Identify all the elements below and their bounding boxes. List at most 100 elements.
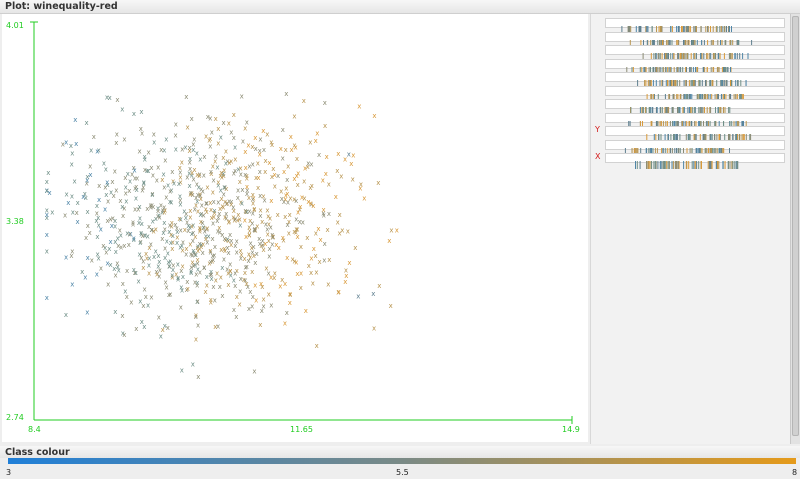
scatter-point: x: [252, 206, 256, 214]
scatter-point: x: [113, 308, 117, 316]
scatter-point: x: [167, 228, 171, 236]
scatter-point: x: [106, 217, 110, 225]
scatter-point: x: [178, 193, 182, 201]
scatter-point: x: [134, 325, 138, 333]
scatter-point: x: [170, 273, 174, 281]
scatter-point: x: [143, 166, 147, 174]
scatter-point: x: [66, 199, 70, 207]
scatter-point: x: [190, 172, 194, 180]
scatter-point: x: [169, 231, 173, 239]
scatter-point: x: [289, 133, 293, 141]
scatter-point: x: [202, 172, 206, 180]
scatter-point: x: [258, 321, 262, 329]
scatter-point: x: [201, 188, 205, 196]
scatter-point: x: [214, 277, 218, 285]
scatter-point: x: [239, 199, 243, 207]
scatter-point: x: [210, 257, 214, 265]
scatter-point: x: [248, 253, 252, 261]
scatter-point: x: [174, 132, 178, 140]
class-colour-max-label: 8: [792, 468, 798, 477]
scatter-point: x: [103, 244, 107, 252]
scatter-point: x: [195, 150, 199, 158]
scatter-point: x: [135, 186, 139, 194]
scatter-point: x: [172, 179, 176, 187]
scatter-point: x: [212, 198, 216, 206]
attribute-bar[interactable]: [605, 153, 785, 169]
attribute-bar[interactable]: [605, 31, 785, 48]
scatter-point: x: [86, 254, 90, 262]
attribute-bar[interactable]: [605, 18, 785, 34]
scatter-point: x: [258, 212, 262, 220]
scatter-point: x: [235, 248, 239, 256]
scatter-point: x: [267, 270, 271, 278]
scatter-point: x: [178, 244, 182, 252]
scatter-point: x: [150, 191, 154, 199]
scatter-point: x: [119, 231, 123, 239]
scatter-point: x: [276, 172, 280, 180]
scatter-point: x: [83, 190, 87, 198]
scatter-point: x: [186, 227, 190, 235]
scatter-point: x: [97, 182, 101, 190]
scatter-point: x: [314, 268, 318, 276]
attribute-selection-panel[interactable]: Y X: [590, 14, 800, 444]
scatter-point: x: [302, 177, 306, 185]
scatter-point: x: [315, 342, 319, 350]
scatter-point: x: [242, 276, 246, 284]
scatter-point: x: [263, 240, 267, 248]
scatter-point: x: [323, 240, 327, 248]
scatter-point: x: [120, 106, 124, 114]
scatter-point: x: [132, 266, 136, 274]
scatter-point: x: [160, 209, 164, 217]
scatter-point: x: [270, 173, 274, 181]
attribute-bar[interactable]: [605, 99, 785, 115]
scatter-point: x: [231, 203, 235, 211]
scatter-point: x: [216, 179, 220, 187]
scatter-point: x: [133, 205, 137, 213]
scatter-point: x: [140, 220, 144, 228]
scatter-point: x: [336, 289, 340, 297]
scatter-point: x: [152, 228, 156, 236]
attribute-bar[interactable]: [605, 126, 785, 142]
scatter-point: x: [180, 287, 184, 295]
attribute-bar[interactable]: [605, 112, 785, 129]
scatter-point: x: [194, 335, 198, 343]
scatter-point: x: [97, 196, 101, 204]
scatter-point: x: [315, 130, 319, 138]
scatter-point: x: [249, 239, 253, 247]
class-colour-label: Class colour: [5, 447, 70, 458]
scatter-point: x: [163, 225, 167, 233]
scatter-point: x: [184, 245, 188, 253]
scatter-point: x: [311, 279, 315, 287]
scatter-point: x: [134, 194, 138, 202]
scatter-point: x: [169, 199, 173, 207]
scatter-point: x: [180, 367, 184, 375]
scatter-point: x: [71, 208, 75, 216]
attribute-bar[interactable]: [605, 45, 785, 61]
scatter-point: x: [288, 291, 292, 299]
attribute-scrollbar[interactable]: [790, 14, 800, 444]
scatter-point: x: [152, 253, 156, 261]
scatter-point: x: [232, 306, 236, 314]
scatter-point: x: [247, 251, 251, 259]
scrollbar-thumb[interactable]: [792, 16, 799, 436]
scatter-point: x: [188, 241, 192, 249]
scatter-point: x: [270, 141, 274, 149]
scatter-point: x: [129, 298, 133, 306]
attribute-bar[interactable]: [605, 58, 785, 75]
scatter-point: x: [104, 165, 108, 173]
scatter-point: x: [202, 212, 206, 220]
scatter-point: x: [198, 226, 202, 234]
scatter-point: x: [70, 161, 74, 169]
scatter-point: x: [207, 260, 211, 268]
scatter-point: x: [187, 170, 191, 178]
attribute-bar[interactable]: [605, 85, 785, 102]
scatter-point: x: [64, 139, 68, 147]
scatter-point: x: [169, 239, 173, 247]
scatter-point: x: [239, 164, 243, 172]
scatter-point: x: [147, 255, 151, 263]
attribute-bar[interactable]: [605, 72, 785, 88]
attribute-bar[interactable]: [605, 139, 785, 156]
scatter-point: x: [140, 318, 144, 326]
